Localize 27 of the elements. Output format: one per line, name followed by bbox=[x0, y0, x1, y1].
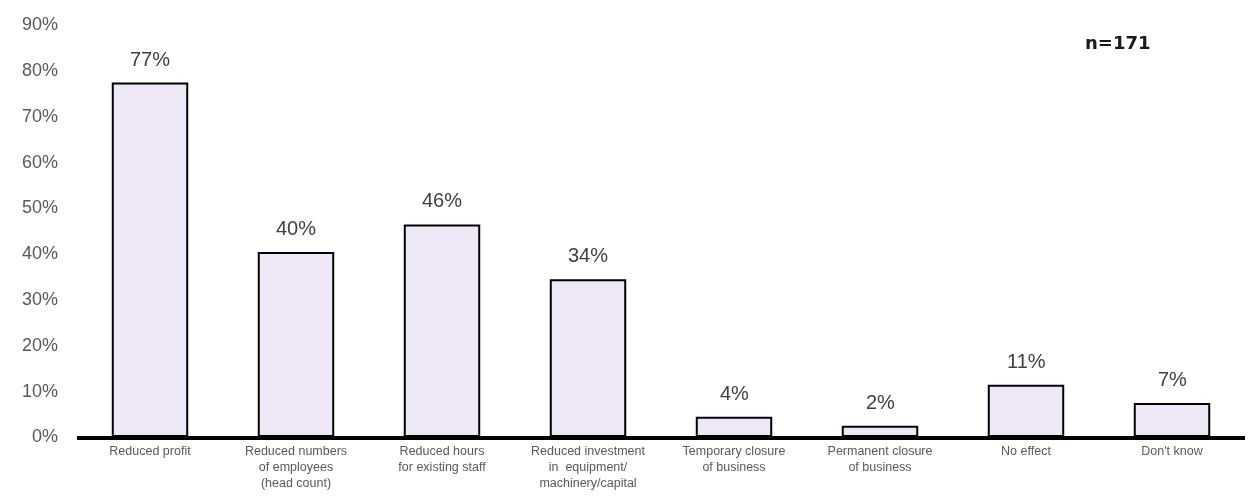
x-tick-label: Reduced hours for existing staff bbox=[398, 443, 487, 474]
x-tick-label: Permanent closure of business bbox=[827, 443, 933, 474]
x-tick-label: Reduced investment in equipment/ machinery/capital bbox=[531, 443, 646, 490]
x-tick-label: Reduced profit bbox=[109, 443, 192, 458]
x-tick-label: Temporary closure of business bbox=[682, 443, 786, 474]
y-tick-label: 10% bbox=[21, 380, 58, 401]
data-label: 34% bbox=[568, 244, 609, 266]
x-tick-label: Reduced numbers of employees (head count) bbox=[244, 443, 348, 490]
y-tick-label: 90% bbox=[21, 14, 58, 35]
y-tick-label: 50% bbox=[21, 197, 58, 218]
y-tick-label: 70% bbox=[21, 105, 58, 126]
y-tick-label: 30% bbox=[21, 288, 58, 309]
data-label: 11% bbox=[1007, 350, 1046, 372]
x-tick-label: No effect bbox=[1001, 443, 1052, 458]
data-label: 40% bbox=[276, 217, 317, 239]
y-tick-label: 40% bbox=[21, 243, 58, 264]
y-tick-label: 20% bbox=[21, 334, 58, 355]
y-tick-label: 60% bbox=[21, 151, 58, 172]
y-tick-label: 0% bbox=[31, 426, 58, 447]
x-tick-label: Don't know bbox=[1141, 443, 1204, 458]
data-label: 77% bbox=[130, 48, 171, 70]
data-label: 46% bbox=[422, 189, 463, 211]
data-label: 2% bbox=[866, 391, 896, 413]
y-tick-label: 80% bbox=[21, 60, 58, 81]
annotation: n=171 bbox=[1085, 32, 1151, 53]
data-label: 4% bbox=[720, 382, 750, 404]
data-label: 7% bbox=[1158, 368, 1188, 390]
